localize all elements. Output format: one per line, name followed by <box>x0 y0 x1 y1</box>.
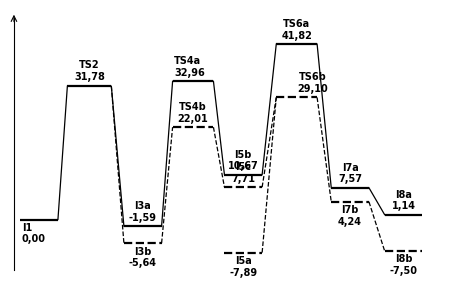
Text: TS6a
41,82: TS6a 41,82 <box>281 19 312 41</box>
Text: TS6b
29,10: TS6b 29,10 <box>297 73 328 94</box>
Text: I5b
10,67: I5b 10,67 <box>228 150 259 171</box>
Text: I8a
1,14: I8a 1,14 <box>392 190 416 211</box>
Text: TS4a
32,96: TS4a 32,96 <box>174 56 205 78</box>
Text: I7b
4,24: I7b 4,24 <box>338 205 362 227</box>
Text: I3b
-5,64: I3b -5,64 <box>129 247 157 268</box>
Text: TS2
31,78: TS2 31,78 <box>74 60 105 82</box>
Text: I5c
7,71: I5c 7,71 <box>231 162 255 184</box>
Text: I3a
-1,59: I3a -1,59 <box>129 201 157 223</box>
Text: I5a
-7,89: I5a -7,89 <box>229 256 257 278</box>
Text: I1
0,00: I1 0,00 <box>22 223 46 245</box>
Text: I7a
7,57: I7a 7,57 <box>338 163 362 184</box>
Text: I8b
-7,50: I8b -7,50 <box>390 254 418 276</box>
Text: TS4b
22,01: TS4b 22,01 <box>178 102 209 124</box>
